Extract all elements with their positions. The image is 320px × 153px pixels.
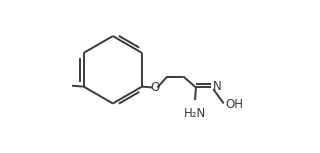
Text: N: N (213, 80, 222, 93)
Text: O: O (150, 81, 159, 94)
Text: OH: OH (225, 98, 244, 111)
Text: H₂N: H₂N (184, 107, 206, 120)
